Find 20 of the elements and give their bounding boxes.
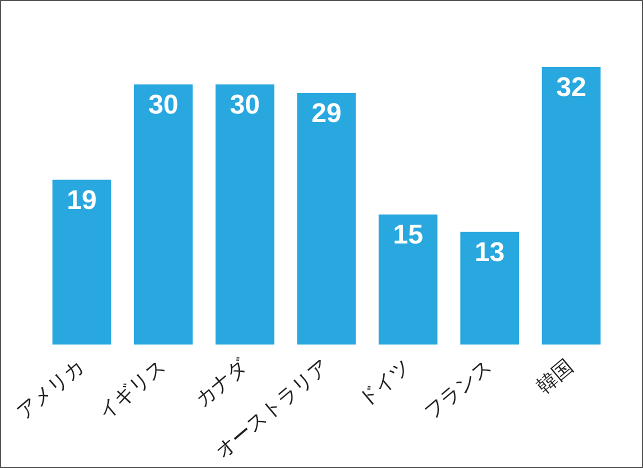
- bar: [134, 84, 193, 345]
- data-label: 19: [66, 184, 97, 215]
- bar: [297, 93, 356, 345]
- data-label: 30: [230, 89, 260, 120]
- x-tick-label: ドイツ: [353, 354, 415, 412]
- data-label: 29: [311, 98, 342, 128]
- x-tick-label: フランス: [419, 354, 496, 424]
- bar: [460, 232, 520, 345]
- x-tick-label: イギリス: [93, 354, 170, 424]
- x-tick-label: カナダ: [190, 354, 252, 412]
- bar: [216, 84, 274, 345]
- bar: [52, 180, 112, 345]
- data-label: 32: [556, 72, 586, 102]
- data-label: 30: [148, 89, 178, 120]
- data-label: 15: [393, 219, 424, 250]
- bar: [378, 214, 438, 345]
- bar: [542, 67, 601, 345]
- x-tick-label: 韓国: [532, 354, 578, 398]
- x-tick-label: アメリカ: [12, 354, 88, 424]
- data-label: 13: [474, 236, 505, 267]
